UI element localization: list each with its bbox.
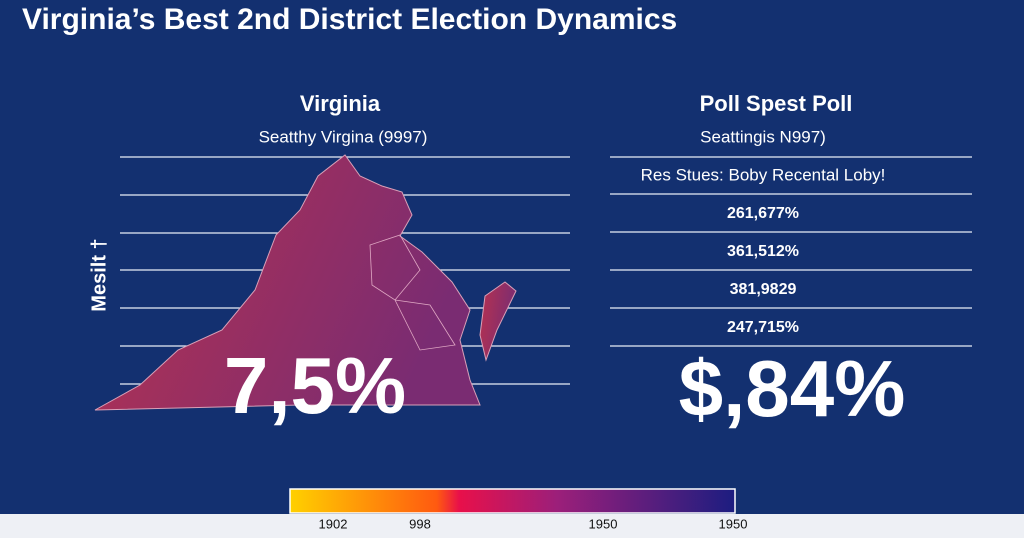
eastern-shore: [479, 281, 517, 362]
title: Virginia’s Best 2nd District Election Dy…: [22, 3, 677, 36]
color-bar: [289, 488, 736, 514]
legend: 1902 998 1950 1950: [0, 488, 1024, 538]
big-value: 7,5%: [224, 341, 406, 430]
row: 381,9829: [730, 281, 797, 298]
legend-label: 1950: [589, 516, 618, 531]
virginia-map: [94, 154, 481, 411]
legend-label: 998: [409, 516, 431, 531]
legend-label: 1902: [319, 516, 348, 531]
right-panel: Poll Spest Poll Seattingis N997) Res Stu…: [610, 91, 972, 433]
row: 361,512%: [727, 243, 799, 260]
left-panel: Virginia Seatthy Virgina (9997) Mesilt †…: [88, 91, 570, 430]
subheading: Seatthy Virgina (9997): [259, 127, 428, 146]
row: Res Stues: Boby Recental Loby!: [641, 165, 886, 184]
subheading: Seattingis N997): [700, 127, 826, 146]
footer-strip: [0, 514, 1024, 538]
heading: Poll Spest Poll: [700, 91, 853, 116]
big-value: $,84%: [679, 344, 906, 433]
axis-label: Mesilt †: [88, 238, 110, 311]
heading: Virginia: [300, 91, 381, 116]
legend-label: 1950: [719, 516, 748, 531]
district-borders: [369, 234, 456, 351]
row: 261,677%: [727, 205, 799, 222]
row: 247,715%: [727, 319, 799, 336]
